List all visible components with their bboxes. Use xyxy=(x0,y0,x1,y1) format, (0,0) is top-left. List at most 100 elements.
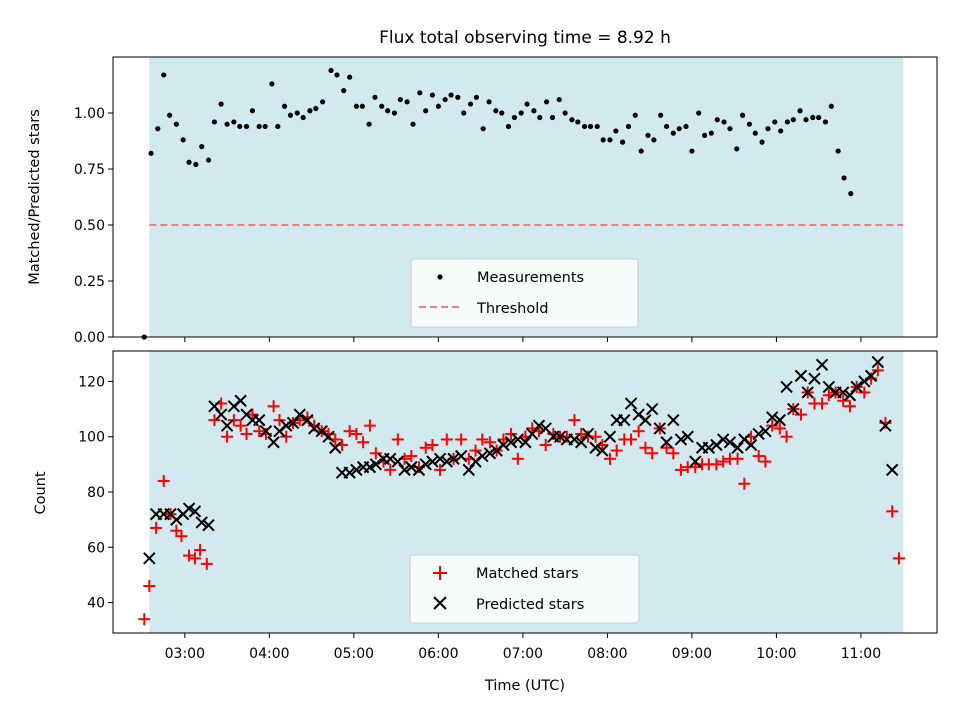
predicted-star-diag-b xyxy=(759,424,772,438)
predicted-star-point xyxy=(476,449,489,463)
matched-star-point xyxy=(143,580,156,592)
measurement-point xyxy=(708,130,714,136)
predicted-star-point xyxy=(511,433,525,446)
predicted-star-point xyxy=(447,452,460,466)
measurement-point xyxy=(186,159,192,165)
matched-star-point xyxy=(710,458,723,471)
matched-star-point xyxy=(363,419,376,432)
predicted-star-point xyxy=(343,466,356,479)
measurement-point xyxy=(353,103,359,109)
predicted-star-point xyxy=(369,458,383,471)
predicted-star-diag-b xyxy=(864,369,878,383)
predicted-star-diag-b xyxy=(329,441,342,454)
predicted-star-diag-b xyxy=(398,463,411,477)
predicted-star-point xyxy=(322,430,335,443)
measurement-point xyxy=(173,121,179,127)
predicted-star-diag-b xyxy=(525,427,539,441)
measurement-point xyxy=(632,112,638,118)
predicted-star-diag-b xyxy=(253,413,266,427)
predicted-star-diag-b xyxy=(794,369,808,383)
measurement-point xyxy=(638,148,644,154)
predicted-star-point xyxy=(195,516,208,529)
predicted-star-point xyxy=(574,436,588,449)
predicted-star-point xyxy=(801,386,814,399)
measurement-point xyxy=(224,121,230,127)
predicted-star-diag-b xyxy=(886,463,899,477)
measurement-point xyxy=(193,161,199,168)
measurement-point xyxy=(341,88,347,94)
measurement-point xyxy=(683,123,689,130)
predicted-star-diag-b xyxy=(787,402,800,416)
measurement-point xyxy=(417,90,423,96)
predicted-star-point xyxy=(689,455,702,468)
measurement-point xyxy=(663,123,670,130)
measurement-point xyxy=(461,110,467,116)
measurement-point xyxy=(467,101,474,107)
matched-star-point xyxy=(194,544,207,557)
measurement-point xyxy=(790,117,796,123)
measurement-point xyxy=(199,144,205,150)
predicted-star-diag-b xyxy=(476,449,489,463)
measurement-points xyxy=(141,67,854,340)
predicted-star-point xyxy=(639,413,652,427)
y-tick-label: 0.75 xyxy=(74,162,105,178)
predicted-star-point xyxy=(653,422,667,435)
measurement-point xyxy=(810,114,816,121)
measurement-point xyxy=(347,74,353,80)
predicted-star-point xyxy=(681,430,694,443)
measurement-point xyxy=(524,101,530,107)
measurement-point xyxy=(727,126,733,132)
measurement-point xyxy=(493,108,499,114)
predicted-star-diag-b xyxy=(504,436,518,449)
matched-star-point xyxy=(157,474,170,487)
measurement-point xyxy=(543,99,550,105)
measurement-point xyxy=(549,114,556,121)
predicted-star-point xyxy=(787,402,800,416)
x-tick-label: 10:00 xyxy=(756,646,796,662)
predicted-star-point xyxy=(286,416,300,430)
predicted-star-diag-b xyxy=(188,505,202,518)
matched-star-point xyxy=(886,505,899,518)
measurement-point xyxy=(281,103,288,109)
measurement-point xyxy=(366,121,372,127)
measurement-point xyxy=(167,112,173,118)
predicted-star-diag-b xyxy=(511,433,525,446)
predicted-star-diag-b xyxy=(220,419,234,432)
measurement-point xyxy=(822,119,829,125)
predicted-star-point xyxy=(454,449,468,463)
bottom-legend-box xyxy=(409,554,640,624)
measurement-point xyxy=(372,94,378,100)
matched-star-point xyxy=(240,427,253,440)
y-tick-label: 120 xyxy=(78,374,105,390)
matched-star-point xyxy=(766,419,779,432)
predicted-star-point xyxy=(603,430,617,443)
predicted-star-point xyxy=(188,505,202,518)
measurement-point xyxy=(379,103,385,109)
predicted-star-point xyxy=(879,419,892,432)
predicted-star-diag-b xyxy=(808,372,821,385)
measurement-point xyxy=(307,108,313,114)
matched-star-point xyxy=(183,549,196,562)
y-tick-label: 0.50 xyxy=(74,218,105,234)
predicted-star-diag-b xyxy=(539,422,552,435)
measurement-point xyxy=(423,108,429,114)
measurement-point xyxy=(269,81,275,87)
predicted-star-diag-b xyxy=(519,436,532,449)
bottom-y-axis-label: Count xyxy=(33,471,49,514)
predicted-star-point xyxy=(553,430,567,443)
legend-measurements-marker xyxy=(437,274,443,280)
predicted-star-point xyxy=(716,433,730,446)
predicted-star-point xyxy=(794,369,808,383)
measurement-point xyxy=(473,94,480,100)
predicted-star-point xyxy=(759,424,772,438)
predicted-star-diag-b xyxy=(426,455,439,468)
measurement-point xyxy=(575,119,581,125)
predicted-star-point xyxy=(702,441,716,454)
measurement-point xyxy=(148,150,154,156)
matched-star-point xyxy=(568,414,581,427)
predicted-star-point xyxy=(744,438,758,452)
predicted-star-point xyxy=(398,463,411,477)
predicted-star-diag-b xyxy=(581,427,595,441)
predicted-star-diag-b xyxy=(343,466,356,479)
predicted-star-diag-b xyxy=(674,433,688,446)
